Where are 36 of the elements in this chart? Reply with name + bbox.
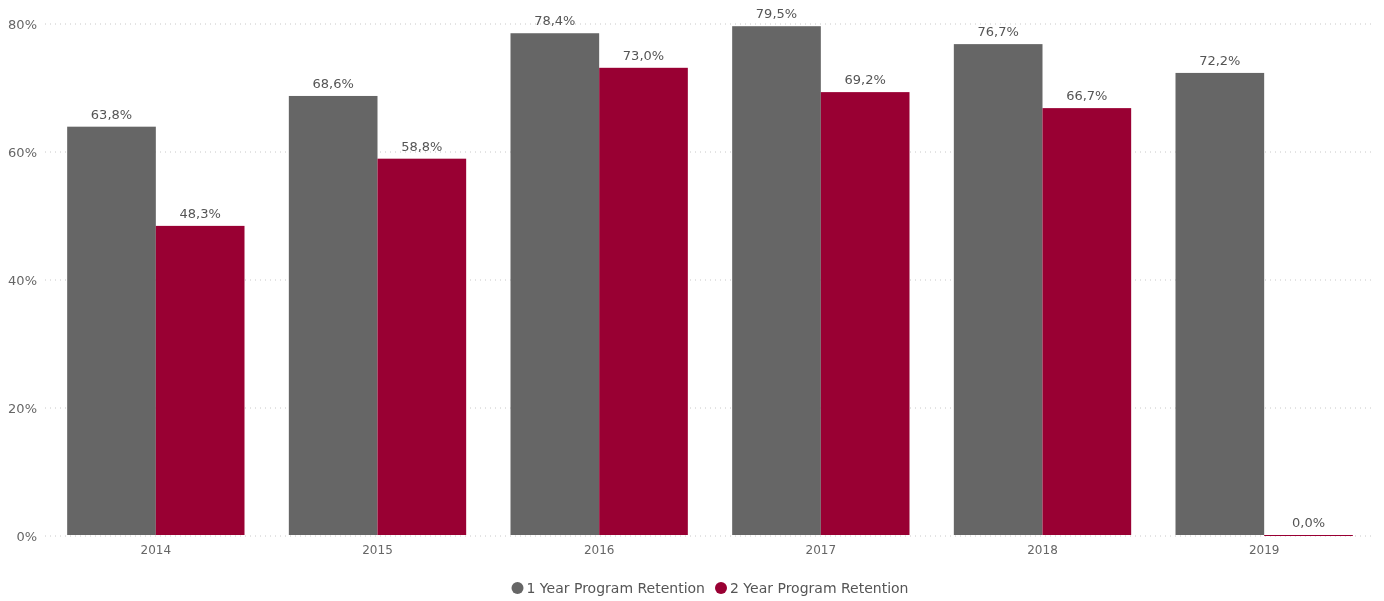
y-tick-label: 60%	[8, 144, 37, 160]
x-tick-label: 2014	[140, 542, 172, 557]
data-label: 76,7%	[977, 24, 1019, 40]
bar	[953, 44, 1043, 535]
legend-label: 1 Year Program Retention	[526, 580, 705, 596]
bar	[1042, 108, 1132, 535]
y-tick-label: 0%	[16, 528, 37, 544]
legend-label: 2 Year Program Retention	[730, 580, 909, 596]
data-label: 72,2%	[1199, 52, 1241, 68]
bar	[377, 158, 467, 535]
data-label: 79,5%	[755, 6, 798, 22]
bar	[288, 95, 378, 535]
data-label: 0,0%	[1291, 515, 1326, 530]
bar	[1175, 72, 1265, 535]
x-tick-label: 2017	[805, 542, 837, 557]
data-label: 68,6%	[312, 75, 354, 91]
x-tick-label: 2015	[362, 542, 393, 557]
bar	[510, 33, 600, 535]
bar	[155, 225, 245, 535]
x-tick-label: 2018	[1027, 542, 1058, 557]
bar	[732, 26, 821, 535]
bar	[599, 67, 688, 535]
data-label: 66,7%	[1066, 88, 1108, 104]
x-tick-label: 2016	[583, 542, 615, 557]
data-label: 73,0%	[622, 47, 665, 63]
data-label: 63,8%	[90, 106, 133, 122]
data-label: 69,2%	[844, 72, 886, 88]
bar	[820, 92, 910, 535]
data-label: 78,4%	[534, 13, 576, 29]
y-tick-label: 20%	[8, 400, 37, 416]
data-label: 48,3%	[179, 205, 221, 221]
y-tick-label: 80%	[8, 16, 37, 32]
data-label: 58,8%	[401, 138, 443, 154]
x-tick-label: 2019	[1248, 542, 1280, 557]
y-tick-label: 40%	[8, 272, 37, 288]
bar	[67, 126, 156, 535]
